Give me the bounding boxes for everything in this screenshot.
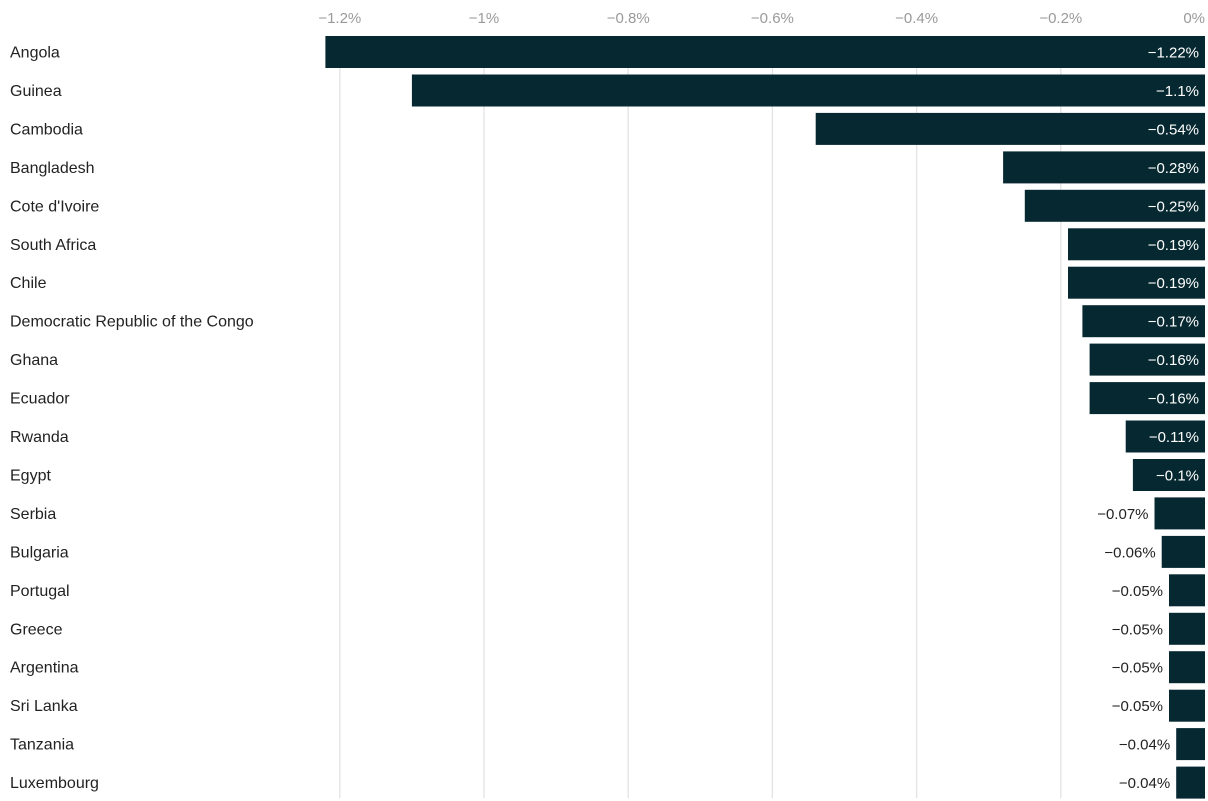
bar [1176,728,1205,761]
category-label: Cote d'Ivoire [10,198,99,215]
category-label: Ghana [10,352,58,369]
data-label: −0.05% [1112,698,1163,715]
x-tick-label: −1.2% [318,10,361,27]
x-tick-label: −0.8% [607,10,650,27]
value-labels: −1.22% −1.1% −0.54% −0.28% −0.25% −0.19% −0.19… [1097,45,1199,793]
data-label: −0.16% [1148,352,1199,369]
x-axis-ticks: −1.2% −1% −0.8% −0.6% −0.4% −0.2% 0% [318,10,1205,27]
x-tick-label: −0.6% [751,10,794,27]
data-label: −0.04% [1119,737,1170,754]
data-label: −0.19% [1148,237,1199,254]
category-label: Sri Lanka [10,698,78,715]
x-tick-label: 0% [1183,10,1205,27]
data-label: −0.06% [1104,544,1155,561]
data-label: −0.1% [1156,468,1199,485]
category-label: Democratic Republic of the Congo [10,314,254,331]
bars [325,36,1206,799]
data-label: −0.25% [1148,198,1199,215]
bar [1024,189,1206,222]
bar [325,36,1205,68]
bar [1082,305,1205,338]
data-label: −1.22% [1148,45,1199,62]
bar [411,74,1205,107]
bar [1169,651,1205,684]
category-label: Egypt [10,468,51,485]
data-label: −1.1% [1156,83,1199,100]
data-label: −0.16% [1148,391,1199,408]
x-tick-label: −0.2% [1039,10,1082,27]
bar [1154,497,1205,530]
bar [1068,228,1205,261]
category-label: Guinea [10,83,62,100]
data-label: −0.05% [1112,660,1163,677]
bar [1169,574,1205,607]
data-label: −0.54% [1148,121,1199,138]
category-label: South Africa [10,237,96,254]
category-label: Tanzania [10,737,74,754]
bar [1003,151,1205,184]
category-label: Argentina [10,660,79,677]
category-label: Portugal [10,583,70,600]
bar [1169,612,1205,645]
bar [1125,420,1205,453]
category-label: Angola [10,45,60,62]
data-label: −0.28% [1148,160,1199,177]
x-tick-label: −0.4% [895,10,938,27]
category-label: Greece [10,621,63,638]
data-label: −0.04% [1119,775,1170,792]
data-label: −0.05% [1112,583,1163,600]
data-label: −0.11% [1149,429,1199,446]
category-label: Luxembourg [10,775,99,792]
data-label: −0.07% [1097,506,1148,523]
category-label: Serbia [10,506,56,523]
bar [1068,266,1205,299]
category-label: Ecuador [10,391,70,408]
category-labels: Angola Guinea Cambodia Bangladesh Cote d'Ivo… [10,45,254,793]
bar [1089,382,1205,415]
bar [815,112,1205,145]
data-label: −0.05% [1112,621,1163,638]
category-label: Bulgaria [10,544,69,561]
data-label: −0.19% [1148,275,1199,292]
bar [1176,766,1205,799]
bar [1161,535,1205,568]
category-label: Rwanda [10,429,69,446]
bar [1132,459,1205,491]
category-label: Bangladesh [10,160,95,177]
bar [1169,689,1205,722]
grid-lines [339,36,1062,798]
data-label: −0.17% [1148,314,1199,331]
category-label: Cambodia [10,121,83,138]
x-tick-label: −1% [469,10,499,27]
bar [1089,343,1205,376]
category-label: Chile [10,275,47,292]
